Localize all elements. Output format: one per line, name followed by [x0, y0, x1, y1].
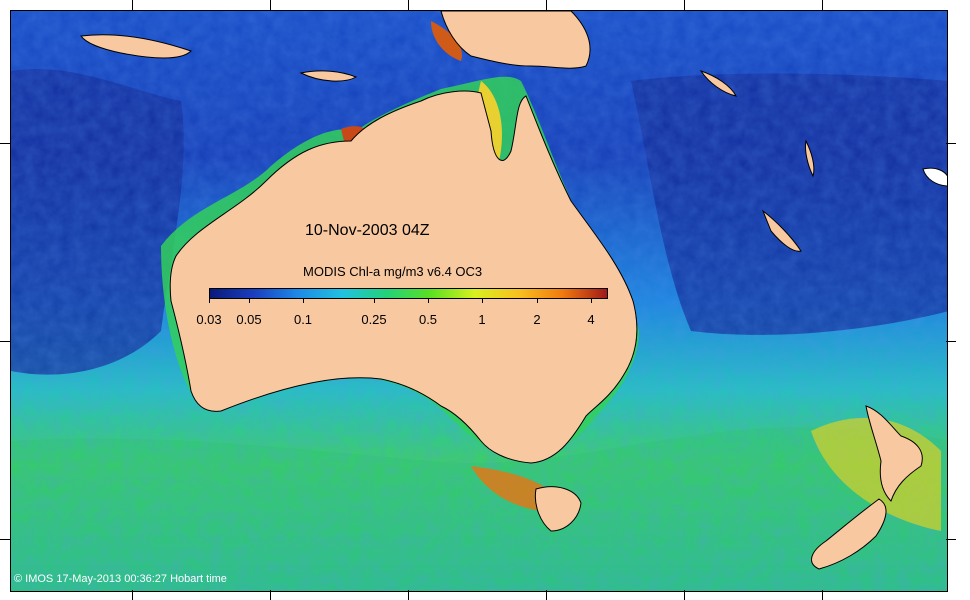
colorbar-tick	[374, 299, 375, 303]
frame-tick	[270, 590, 271, 600]
frame-tick	[546, 0, 547, 10]
frame-tick	[0, 341, 10, 342]
colorbar-tick-label: 0.5	[418, 312, 438, 327]
frame-tick	[546, 590, 547, 600]
colorbar	[209, 288, 608, 299]
papua-bloom	[431, 21, 462, 61]
solomon-islands	[699, 70, 737, 97]
frame-tick	[408, 0, 409, 10]
australia-landmass	[169, 90, 638, 464]
colorbar-tick	[537, 299, 538, 303]
frame-tick	[270, 0, 271, 10]
frame-tick	[0, 539, 10, 540]
new-guinea-landmass	[440, 11, 591, 69]
colorbar-tick-label: 1	[478, 312, 486, 327]
map-image	[11, 11, 947, 591]
frame-tick	[946, 539, 956, 540]
colorbar-tick-label: 0.1	[293, 312, 313, 327]
vanuatu-islands	[805, 139, 815, 178]
tasmania-landmass	[534, 486, 582, 532]
chlorophyll-map[interactable]	[10, 10, 948, 592]
colorbar-tick-label: 0.25	[361, 312, 387, 327]
colorbar-tick-label: 4	[587, 312, 595, 327]
frame-tick	[0, 143, 10, 144]
colorbar-tick-label: 0.03	[196, 312, 222, 327]
frame-tick	[684, 590, 685, 600]
date-label: 10-Nov-2003 04Z	[305, 222, 430, 239]
nz-south-island	[811, 498, 887, 570]
frame-tick	[946, 143, 956, 144]
nz-north-island	[865, 405, 923, 502]
colorbar-tick	[209, 299, 210, 303]
colorbar-tick	[303, 299, 304, 303]
fiji-islands	[922, 167, 947, 187]
frame-tick	[822, 0, 823, 10]
colorbar-tick-label: 0.05	[236, 312, 262, 327]
frame-tick	[132, 590, 133, 600]
colorbar-tick	[591, 299, 592, 303]
colorbar-title: MODIS Chl-a mg/m3 v6.4 OC3	[303, 264, 483, 279]
indonesia-islands	[80, 34, 192, 59]
frame-tick	[132, 0, 133, 10]
colorbar-tick	[482, 299, 483, 303]
frame-tick	[684, 0, 685, 10]
colorbar-tick	[428, 299, 429, 303]
timor-island	[299, 70, 358, 82]
frame-tick	[946, 341, 956, 342]
colorbar-tick-label: 2	[533, 312, 541, 327]
frame-tick	[408, 590, 409, 600]
credit-text: © IMOS 17-May-2013 00:36:27 Hobart time	[14, 573, 227, 585]
colorbar-tick	[249, 299, 250, 303]
frame-tick	[822, 590, 823, 600]
new-caledonia	[761, 209, 802, 252]
